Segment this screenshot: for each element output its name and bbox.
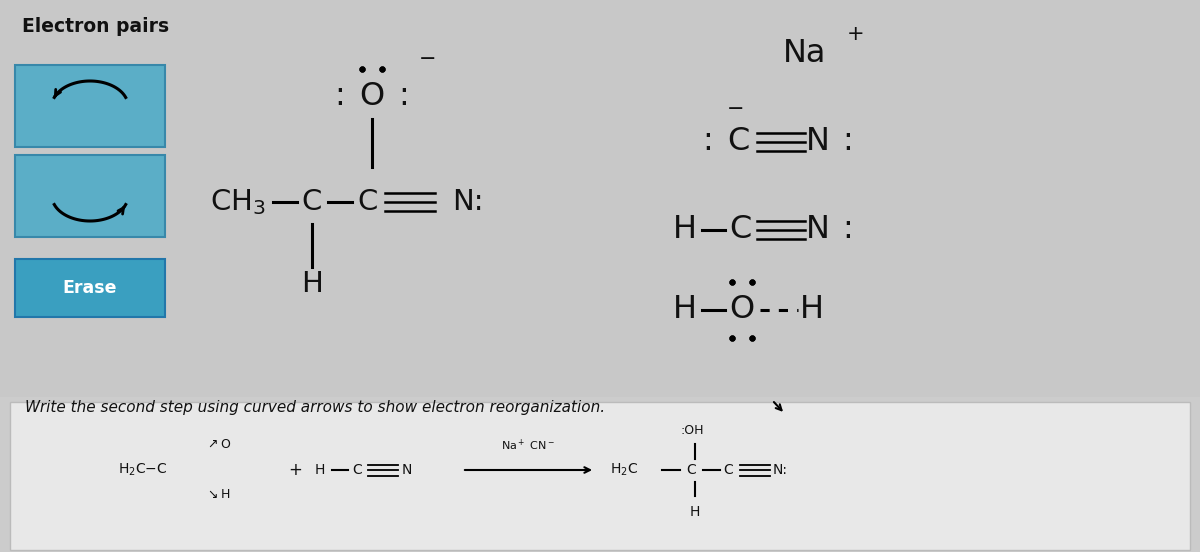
Text: O: O [360,82,384,113]
Text: H: H [314,463,325,477]
Bar [0,0,1200,397]
Text: $-$: $-$ [726,97,744,117]
Text: $+$: $+$ [846,24,864,44]
Text: N: N [806,126,830,157]
Text: C: C [727,126,749,157]
Text: C: C [302,188,322,216]
Bar [14,65,166,147]
Bar [14,259,166,317]
Text: :OH: :OH [680,423,703,437]
Text: H: H [673,215,697,246]
Bar [10,402,1190,550]
Text: O: O [730,295,755,326]
Text: N: N [402,463,413,477]
Text: N: N [806,215,830,246]
Text: Write the second step using curved arrows to show electron reorganization.: Write the second step using curved arrow… [25,400,605,415]
Text: N:: N: [452,188,484,216]
Text: H: H [800,295,824,326]
Text: :: : [335,82,346,113]
Text: H$_2$C$-$C: H$_2$C$-$C [118,462,168,478]
Text: :: : [842,215,853,246]
Text: $\searrow$H: $\searrow$H [205,489,230,502]
Text: H: H [301,270,323,298]
Text: $\nearrow$O: $\nearrow$O [205,438,232,452]
Text: Electron pairs: Electron pairs [22,17,169,36]
Text: C: C [722,463,733,477]
Text: H: H [690,505,700,519]
Text: Na: Na [784,39,827,70]
Text: :: : [703,126,713,157]
Text: Na$^+$ CN$^-$: Na$^+$ CN$^-$ [502,438,554,453]
Text: CH$_3$: CH$_3$ [210,187,266,217]
Text: C: C [728,215,751,246]
Text: H$_2$C: H$_2$C [610,462,638,478]
Bar [14,155,166,237]
Text: $-$: $-$ [419,47,436,67]
Text: N:: N: [773,463,788,477]
Text: Erase: Erase [62,279,118,297]
Text: H: H [673,295,697,326]
Text: :: : [398,82,409,113]
Text: :: : [842,126,853,157]
Text: C: C [358,188,378,216]
Text: $+$: $+$ [288,461,302,479]
Text: C: C [352,463,361,477]
Text: C: C [686,463,696,477]
